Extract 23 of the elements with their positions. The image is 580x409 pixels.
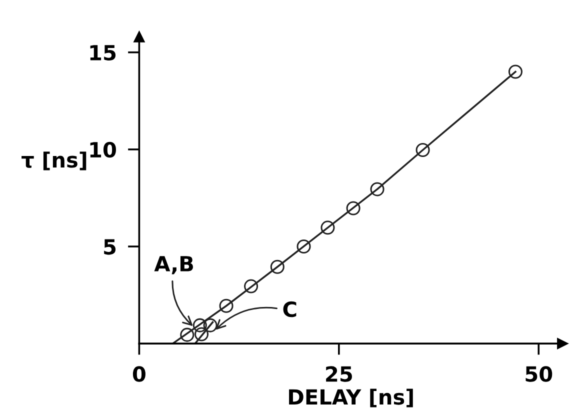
point: [203, 318, 218, 332]
point: [416, 142, 430, 158]
point: [270, 260, 284, 274]
point: [194, 327, 209, 342]
point: [219, 298, 234, 313]
point: [370, 182, 384, 196]
y-tick-label: 5: [104, 239, 116, 255]
x-tick-label: 50: [526, 366, 552, 382]
point: [346, 201, 360, 216]
annotation: A,B: [154, 256, 193, 274]
x-tick-label: 25: [326, 366, 352, 382]
annotation: C: [283, 301, 296, 318]
point: [508, 64, 522, 79]
point: [296, 239, 311, 254]
y-tick-label: 15: [90, 45, 116, 61]
x-axis-title: DELAY [ns]: [289, 388, 413, 408]
y-tick-label: 10: [90, 142, 116, 158]
point: [320, 220, 335, 235]
y-axis-title: τ [ns]: [22, 152, 86, 170]
x-tick-label: 0: [132, 366, 146, 382]
point: [192, 318, 207, 332]
point: [244, 279, 258, 294]
point: [180, 328, 194, 342]
